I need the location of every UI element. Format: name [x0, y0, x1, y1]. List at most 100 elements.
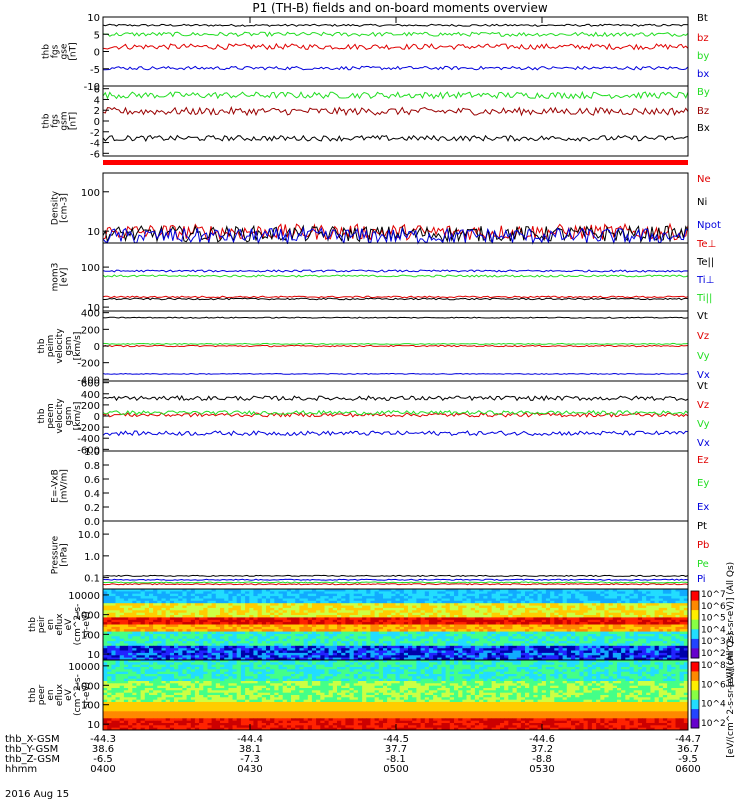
- peir-cell: [261, 596, 267, 599]
- peir-cell: [650, 645, 655, 649]
- peir-cell: [391, 655, 396, 659]
- peir-cell: [240, 636, 246, 640]
- pressure-series-Pi: [102, 578, 689, 581]
- peir-cell: [349, 622, 355, 625]
- peir-cell: [220, 629, 225, 632]
- peer-cell: [420, 660, 426, 663]
- peir-cell: [562, 624, 568, 628]
- y-tick-label: -600: [77, 445, 100, 456]
- peir-cell: [274, 629, 279, 632]
- peer-cell: [454, 662, 459, 665]
- peir-cell: [520, 624, 526, 628]
- peir-cell: [575, 629, 580, 632]
- peir-cell: [533, 655, 538, 659]
- peir-cell: [654, 600, 660, 604]
- peir-cell: [650, 638, 655, 642]
- peir-cell: [428, 626, 434, 630]
- peer-cell: [132, 662, 137, 665]
- peir-cell: [500, 648, 505, 651]
- peir-cell: [282, 652, 288, 656]
- peir-cell: [165, 617, 171, 621]
- peir-cell: [403, 589, 409, 592]
- peer-cell: [412, 664, 417, 668]
- peer-cell: [437, 660, 442, 663]
- peir-cell: [591, 617, 597, 621]
- peir-cell: [282, 657, 288, 661]
- peir-cell: [646, 648, 651, 651]
- peir-cell: [608, 641, 614, 644]
- peir-cell: [345, 605, 350, 609]
- peir-cell: [128, 643, 133, 647]
- peir-cell: [383, 638, 388, 642]
- peir-cell: [378, 596, 384, 599]
- peir-cell: [395, 641, 401, 644]
- peir-cell: [504, 589, 509, 592]
- peir-cell: [554, 619, 559, 623]
- peir-cell: [169, 655, 175, 659]
- peir-cell: [591, 607, 597, 611]
- peer-cell: [174, 664, 179, 668]
- peir-cell: [182, 652, 187, 656]
- peir-cell: [412, 652, 417, 656]
- peir-cell: [245, 629, 250, 632]
- peir-cell: [437, 605, 442, 609]
- peer-cell: [307, 662, 313, 665]
- peir-cell: [257, 648, 263, 651]
- peer-cell: [520, 660, 526, 663]
- peir-cell: [194, 610, 200, 614]
- peir-cell: [403, 593, 409, 597]
- peir-cell: [387, 610, 392, 614]
- peir-cell: [194, 643, 200, 647]
- peir-cell: [182, 636, 187, 640]
- peir-cell: [111, 617, 116, 621]
- peir-cell: [190, 598, 196, 602]
- peir-cell: [266, 603, 271, 606]
- peir-cell: [487, 631, 492, 635]
- peir-cell: [566, 603, 572, 606]
- peer-cell: [529, 664, 534, 668]
- peir-cell: [516, 603, 522, 606]
- peir-cell: [683, 626, 689, 630]
- peir-cell: [474, 589, 480, 592]
- peir-cell: [520, 598, 526, 602]
- peir-cell: [253, 600, 258, 604]
- peir-cell: [370, 629, 375, 632]
- peir-cell: [537, 638, 543, 642]
- peir-cell: [454, 626, 459, 630]
- peir-cell: [408, 638, 413, 642]
- peir-cell: [621, 641, 626, 644]
- peir-cell: [303, 617, 309, 621]
- peir-cell: [437, 650, 442, 654]
- peir-cell: [675, 617, 681, 621]
- peir-cell: [541, 607, 547, 611]
- peir-cell: [458, 636, 463, 640]
- peir-cell: [324, 612, 330, 616]
- peir-cell: [654, 631, 660, 635]
- peir-cell: [433, 650, 438, 654]
- peir-cell: [408, 652, 413, 656]
- peir-cell: [650, 619, 655, 623]
- peir-cell: [587, 607, 593, 611]
- peir-cell: [182, 657, 187, 661]
- peir-cell: [245, 605, 250, 609]
- peir-cell: [399, 607, 405, 611]
- peir-cell: [445, 593, 451, 597]
- peer-cell: [232, 664, 238, 668]
- peir-cell: [383, 624, 388, 628]
- peir-cell: [412, 589, 417, 592]
- peir-cell: [178, 645, 183, 649]
- peir-cell: [174, 589, 179, 592]
- peer-cell: [441, 660, 447, 663]
- peir-cell: [286, 622, 292, 625]
- peir-cell: [391, 607, 396, 611]
- peir-cell: [617, 596, 622, 599]
- peir-cell: [504, 598, 509, 602]
- peir-cell: [128, 655, 133, 659]
- peir-cell: [445, 636, 451, 640]
- peir-cell: [454, 652, 459, 656]
- peir-cell: [119, 619, 125, 623]
- peir-cell: [579, 631, 584, 635]
- peer-cell: [136, 662, 141, 665]
- peir-cell: [249, 598, 254, 602]
- peir-cell: [199, 626, 204, 630]
